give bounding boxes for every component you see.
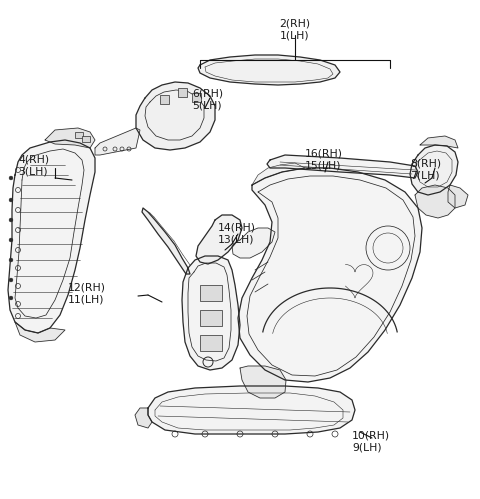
Polygon shape	[267, 155, 418, 178]
Polygon shape	[252, 163, 305, 185]
Text: 6(RH)
5(LH): 6(RH) 5(LH)	[192, 88, 223, 110]
Polygon shape	[448, 185, 468, 208]
Text: 2(RH)
1(LH): 2(RH) 1(LH)	[279, 18, 311, 40]
Bar	[75, 132, 83, 138]
Circle shape	[9, 176, 13, 180]
Polygon shape	[8, 140, 95, 333]
Text: 4(RH)
3(LH): 4(RH) 3(LH)	[18, 155, 49, 177]
Bar	[200, 285, 222, 301]
Text: 16(RH)
15(LH): 16(RH) 15(LH)	[305, 148, 343, 170]
Polygon shape	[136, 82, 215, 150]
Polygon shape	[182, 256, 240, 370]
Polygon shape	[420, 136, 458, 148]
Polygon shape	[95, 128, 140, 155]
Polygon shape	[142, 208, 190, 274]
Polygon shape	[135, 408, 152, 428]
Polygon shape	[45, 128, 95, 148]
Bar	[200, 310, 222, 326]
Polygon shape	[15, 322, 65, 342]
Polygon shape	[238, 168, 422, 382]
Bar	[192, 93, 201, 102]
Bar	[82, 136, 90, 142]
Text: 12(RH)
11(LH): 12(RH) 11(LH)	[68, 283, 106, 305]
Polygon shape	[148, 386, 355, 434]
Bar	[200, 335, 222, 351]
Polygon shape	[196, 215, 242, 264]
Text: 8(RH)
7(LH): 8(RH) 7(LH)	[410, 158, 441, 180]
Circle shape	[9, 238, 13, 242]
Circle shape	[9, 278, 13, 282]
Polygon shape	[415, 185, 455, 218]
Circle shape	[9, 296, 13, 300]
Bar	[178, 88, 187, 97]
Bar	[160, 95, 169, 104]
Text: 10(RH)
9(LH): 10(RH) 9(LH)	[352, 430, 390, 452]
Circle shape	[9, 218, 13, 222]
Text: 14(RH)
13(LH): 14(RH) 13(LH)	[218, 222, 256, 244]
Polygon shape	[410, 145, 458, 195]
Circle shape	[9, 258, 13, 262]
Circle shape	[9, 198, 13, 202]
Polygon shape	[232, 228, 275, 258]
Polygon shape	[198, 55, 340, 85]
Polygon shape	[240, 366, 286, 398]
